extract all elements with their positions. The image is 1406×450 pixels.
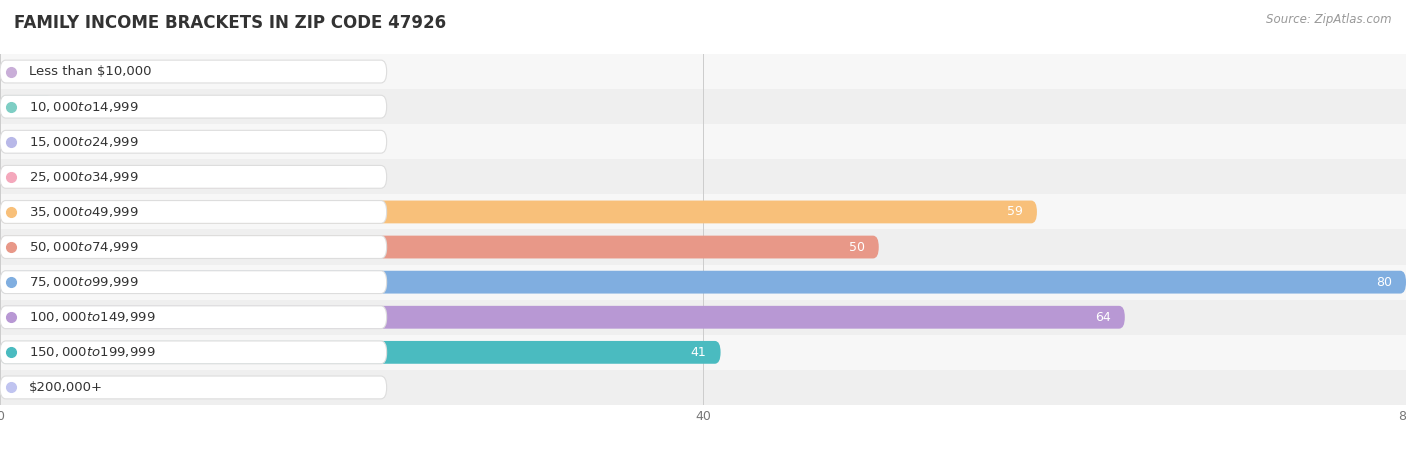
FancyBboxPatch shape bbox=[0, 376, 387, 399]
FancyBboxPatch shape bbox=[0, 166, 387, 188]
FancyBboxPatch shape bbox=[0, 341, 720, 364]
FancyBboxPatch shape bbox=[0, 201, 387, 223]
FancyBboxPatch shape bbox=[0, 60, 17, 83]
Text: 50: 50 bbox=[849, 241, 865, 253]
FancyBboxPatch shape bbox=[0, 95, 53, 118]
Bar bbox=[0, 194, 1406, 230]
Bar bbox=[0, 54, 1406, 89]
Text: 0: 0 bbox=[14, 381, 22, 394]
FancyBboxPatch shape bbox=[0, 95, 387, 118]
FancyBboxPatch shape bbox=[0, 130, 387, 153]
FancyBboxPatch shape bbox=[0, 60, 387, 83]
Text: $50,000 to $74,999: $50,000 to $74,999 bbox=[28, 240, 138, 254]
Text: $10,000 to $14,999: $10,000 to $14,999 bbox=[28, 99, 138, 114]
Text: FAMILY INCOME BRACKETS IN ZIP CODE 47926: FAMILY INCOME BRACKETS IN ZIP CODE 47926 bbox=[14, 14, 446, 32]
FancyBboxPatch shape bbox=[0, 130, 35, 153]
Text: 1: 1 bbox=[31, 65, 39, 78]
Text: 3: 3 bbox=[67, 100, 75, 113]
Bar bbox=[0, 124, 1406, 159]
Text: 20: 20 bbox=[322, 171, 337, 183]
Bar bbox=[0, 370, 1406, 405]
Text: $75,000 to $99,999: $75,000 to $99,999 bbox=[28, 275, 138, 289]
FancyBboxPatch shape bbox=[0, 306, 1125, 328]
Text: $15,000 to $24,999: $15,000 to $24,999 bbox=[28, 135, 138, 149]
Text: $25,000 to $34,999: $25,000 to $34,999 bbox=[28, 170, 138, 184]
Text: $100,000 to $149,999: $100,000 to $149,999 bbox=[28, 310, 155, 324]
Bar bbox=[0, 335, 1406, 370]
FancyBboxPatch shape bbox=[0, 166, 352, 188]
FancyBboxPatch shape bbox=[0, 236, 387, 258]
FancyBboxPatch shape bbox=[0, 201, 1038, 223]
Bar bbox=[0, 265, 1406, 300]
FancyBboxPatch shape bbox=[0, 236, 879, 258]
Text: Source: ZipAtlas.com: Source: ZipAtlas.com bbox=[1267, 14, 1392, 27]
Bar bbox=[0, 89, 1406, 124]
FancyBboxPatch shape bbox=[0, 271, 387, 293]
Text: 64: 64 bbox=[1095, 311, 1111, 324]
Text: Less than $10,000: Less than $10,000 bbox=[28, 65, 150, 78]
Text: 59: 59 bbox=[1007, 206, 1024, 218]
Bar bbox=[0, 230, 1406, 265]
Text: 2: 2 bbox=[49, 135, 58, 148]
Text: $35,000 to $49,999: $35,000 to $49,999 bbox=[28, 205, 138, 219]
FancyBboxPatch shape bbox=[0, 341, 387, 364]
Bar bbox=[0, 300, 1406, 335]
Text: 41: 41 bbox=[690, 346, 707, 359]
Text: $200,000+: $200,000+ bbox=[28, 381, 103, 394]
Bar bbox=[0, 159, 1406, 194]
Text: 80: 80 bbox=[1376, 276, 1392, 288]
FancyBboxPatch shape bbox=[0, 306, 387, 328]
Text: $150,000 to $199,999: $150,000 to $199,999 bbox=[28, 345, 155, 360]
FancyBboxPatch shape bbox=[0, 271, 1406, 293]
